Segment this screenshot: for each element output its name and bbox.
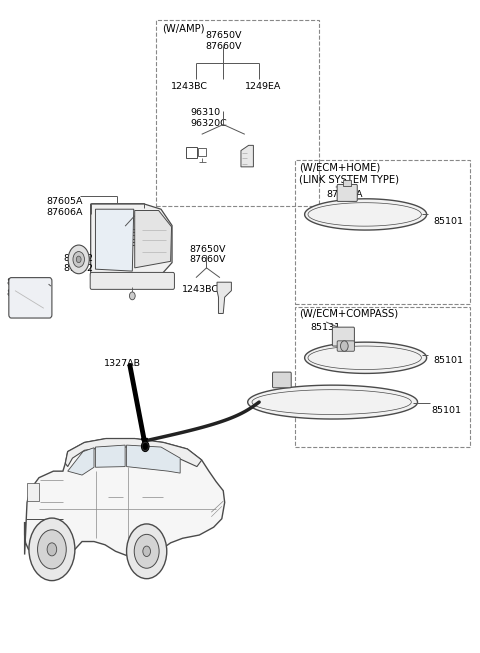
Text: (W/ECM+HOME): (W/ECM+HOME) — [299, 163, 380, 172]
Polygon shape — [24, 439, 225, 556]
Circle shape — [76, 256, 81, 263]
Text: 87650V
87660V: 87650V 87660V — [190, 245, 226, 264]
Circle shape — [37, 530, 66, 569]
Text: 85131: 85131 — [311, 323, 341, 332]
Polygon shape — [91, 204, 172, 278]
Circle shape — [29, 518, 75, 581]
Text: 87650V
87660V: 87650V 87660V — [205, 31, 241, 51]
FancyBboxPatch shape — [9, 278, 52, 318]
Text: 85101: 85101 — [434, 356, 464, 365]
Polygon shape — [248, 385, 418, 419]
Text: 85101: 85101 — [432, 406, 461, 415]
Bar — [295, 307, 470, 447]
Text: 87630L
87630R: 87630L 87630R — [113, 229, 150, 248]
Circle shape — [143, 443, 148, 450]
Circle shape — [142, 441, 149, 452]
Circle shape — [127, 524, 167, 579]
Polygon shape — [68, 448, 94, 475]
Circle shape — [143, 546, 151, 556]
Polygon shape — [96, 209, 134, 271]
Text: 87605A
87606A: 87605A 87606A — [46, 197, 83, 217]
Polygon shape — [217, 282, 231, 313]
Text: 96310
96320C: 96310 96320C — [191, 108, 227, 127]
Text: 87624B
87623A: 87624B 87623A — [6, 278, 43, 298]
FancyBboxPatch shape — [90, 272, 174, 289]
FancyBboxPatch shape — [273, 372, 291, 388]
Polygon shape — [127, 445, 180, 473]
Text: (W/AMP): (W/AMP) — [162, 24, 205, 33]
Polygon shape — [305, 342, 427, 374]
Text: 1327AB: 1327AB — [104, 359, 141, 368]
Polygon shape — [96, 445, 125, 468]
Polygon shape — [305, 199, 427, 230]
FancyBboxPatch shape — [337, 184, 357, 201]
Bar — [343, 180, 351, 186]
Circle shape — [68, 245, 89, 274]
Bar — [186, 147, 197, 159]
Polygon shape — [135, 210, 171, 268]
FancyBboxPatch shape — [337, 341, 354, 351]
FancyBboxPatch shape — [332, 327, 354, 346]
Text: 87622
87612: 87622 87612 — [63, 253, 93, 273]
Circle shape — [134, 534, 159, 568]
Text: (W/ECM+COMPASS): (W/ECM+COMPASS) — [299, 309, 398, 319]
Text: 1243BC: 1243BC — [170, 82, 208, 91]
Circle shape — [47, 543, 57, 556]
Circle shape — [340, 341, 348, 351]
Circle shape — [130, 292, 135, 300]
Polygon shape — [65, 439, 202, 467]
Bar — [156, 20, 319, 206]
Text: 1249EA: 1249EA — [245, 82, 281, 91]
Text: 85101: 85101 — [434, 217, 464, 226]
Circle shape — [73, 251, 84, 267]
Bar — [198, 148, 205, 156]
Bar — [27, 483, 39, 501]
Text: (LINK SYSTEM TYPE): (LINK SYSTEM TYPE) — [299, 174, 399, 185]
Bar — [295, 161, 470, 304]
Polygon shape — [241, 146, 253, 167]
Text: 87614A: 87614A — [326, 189, 363, 199]
Text: 1243BC: 1243BC — [181, 285, 218, 295]
